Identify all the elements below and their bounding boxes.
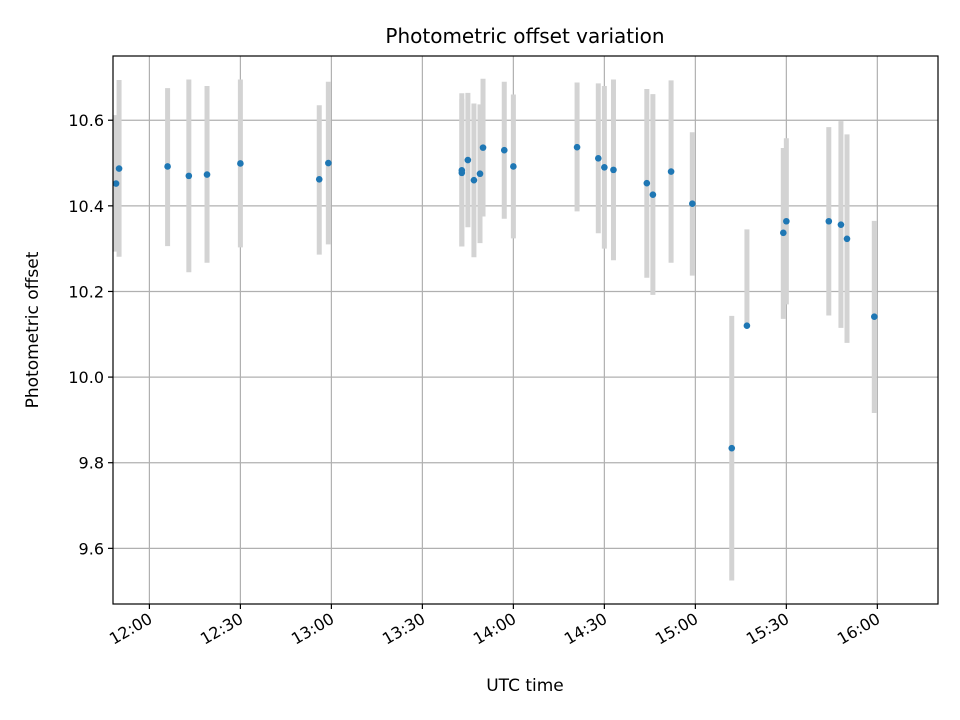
- data-point: [689, 200, 696, 208]
- chart-title: Photometric offset variation: [385, 24, 664, 48]
- data-point: [510, 163, 517, 170]
- data-point: [871, 313, 878, 321]
- data-points: [112, 143, 878, 452]
- y-tick-label: 9.8: [79, 454, 104, 473]
- y-tick-label: 10.6: [68, 111, 104, 130]
- data-point: [476, 170, 484, 178]
- data-point: [115, 165, 123, 172]
- y-tick-label: 10.4: [68, 197, 104, 216]
- data-point: [315, 176, 323, 183]
- data-point: [470, 176, 478, 184]
- data-point: [649, 191, 657, 199]
- y-axis-label: Photometric offset: [23, 251, 43, 408]
- data-point: [780, 229, 787, 237]
- data-point: [825, 217, 833, 225]
- data-point: [112, 180, 120, 187]
- data-point: [458, 167, 466, 174]
- plot-frame: [112, 55, 939, 605]
- data-point: [728, 444, 736, 452]
- data-point: [594, 155, 602, 162]
- data-point: [237, 160, 244, 167]
- y-tick-label: 10.2: [68, 282, 104, 301]
- x-axis-label: UTC time: [486, 676, 564, 696]
- data-point: [610, 166, 617, 174]
- data-point: [164, 163, 171, 170]
- data-point: [464, 156, 472, 164]
- data-point: [843, 235, 851, 243]
- data-point: [573, 143, 581, 151]
- data-point: [500, 146, 508, 154]
- data-point: [643, 179, 651, 187]
- y-tick-label: 9.6: [79, 539, 104, 558]
- data-point: [667, 168, 675, 175]
- data-point: [837, 221, 845, 228]
- data-point: [783, 217, 790, 225]
- data-point: [203, 171, 211, 178]
- data-point: [325, 159, 332, 167]
- y-tick-label: 10.0: [68, 368, 104, 387]
- data-point: [743, 322, 751, 330]
- y-axis-ticks: 9.6 9.8 10.0 10.2 10.4 10.6: [68, 111, 113, 558]
- data-point: [185, 172, 193, 180]
- data-point: [479, 144, 487, 151]
- data-point: [601, 164, 608, 171]
